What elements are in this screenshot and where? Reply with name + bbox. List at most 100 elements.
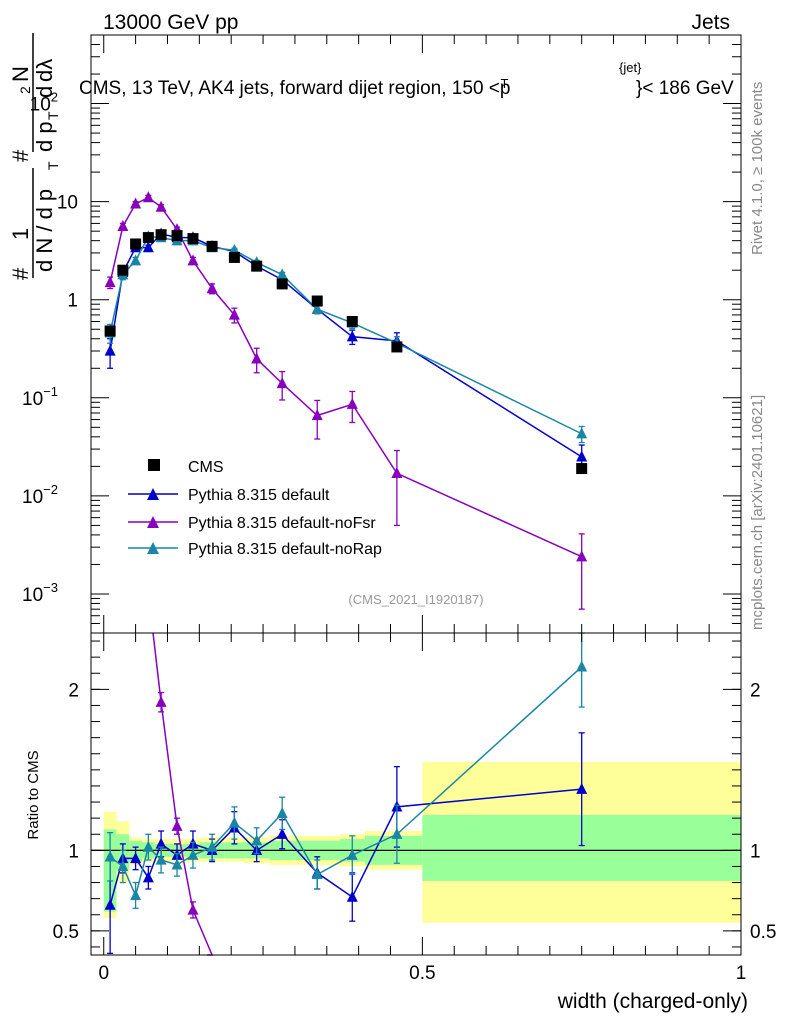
ratio-point [155, 853, 167, 865]
cms-data-point [391, 341, 403, 353]
cms-data-point [187, 233, 199, 245]
series-point [130, 197, 142, 209]
series-point [276, 377, 288, 389]
ratio-ytick-label: 1 [68, 841, 79, 862]
legend-label-default: Pythia 8.315 default [188, 487, 330, 504]
ratio-ytick-label: 0.5 [53, 922, 79, 943]
series-point [130, 254, 142, 266]
cms-data-point [228, 251, 240, 263]
legend-marker-default [147, 488, 159, 500]
main-ytick-label: 10−1 [22, 384, 58, 410]
legend-label-norap: Pythia 8.315 default-noRap [188, 541, 382, 558]
series-point [142, 241, 154, 253]
mcplots-label: mcplots.cern.ch [arXiv:2401.10621] [749, 395, 766, 630]
cms-data-point [206, 240, 218, 252]
ratio-panel: 0.5 0.51 12 20 0.5 1 Ratio to CMS width (char… [25, 632, 776, 1013]
series-point [142, 191, 154, 203]
cms-data-point [576, 463, 588, 475]
legend-marker-cms [148, 459, 160, 471]
ratio-point [346, 890, 358, 902]
main-ytick-label: 10−2 [22, 482, 58, 508]
ratio-xtick-label: 1 [736, 963, 747, 984]
cms-data-point [251, 260, 263, 272]
svg-text:N: N [8, 66, 33, 82]
x-axis-label: width (charged-only) [557, 990, 748, 1013]
legend-label-nofsr: Pythia 8.315 default-noFsr [188, 515, 376, 532]
series-point [576, 550, 588, 562]
ratio-point [187, 903, 199, 915]
main-ytick-label: 102 [30, 90, 58, 116]
series-point [346, 330, 358, 342]
ratio-xtick-label: 0 [98, 963, 109, 984]
svg-text:d N / d p: d N / d p [32, 189, 57, 272]
ratio-point [576, 782, 588, 794]
series-point [155, 200, 167, 212]
cms-data-point [276, 278, 288, 290]
ratio-axis-ticks: 0.5 0.51 12 20 0.5 1 [53, 633, 776, 984]
series-point [251, 352, 263, 364]
ratio-ytick-label: 2 [68, 680, 79, 701]
main-title: CMS, 13 TeV, AK4 jets, forward dijet reg… [79, 60, 734, 99]
ratio-point [391, 827, 403, 839]
ratio-point [117, 860, 129, 872]
series-point [276, 268, 288, 280]
ratio-point [171, 819, 183, 831]
series-point [311, 302, 323, 314]
ratio-point [276, 827, 288, 839]
ratio-ytick-label-right: 1 [750, 841, 761, 862]
ratio-point [206, 840, 218, 852]
series-point [187, 254, 199, 266]
main-ytick-label: 10 [57, 193, 78, 214]
ratio-point [187, 848, 199, 860]
ratio-point [104, 850, 116, 862]
ratio-point [228, 816, 240, 828]
ratio-point [346, 848, 358, 860]
analysis-watermark: (CMS_2021_I1920187) [348, 592, 483, 607]
svg-text:T: T [45, 111, 61, 120]
series-point [311, 409, 323, 421]
cms-data-point [155, 229, 167, 241]
ratio-ylabel: Ratio to CMS [25, 750, 42, 839]
cms-data-point [130, 238, 142, 250]
legend: CMS Pythia 8.315 default Pythia 8.315 de… [128, 459, 382, 558]
svg-text:d: d [32, 86, 57, 98]
main-plot-area [104, 191, 588, 610]
series-point [104, 276, 116, 288]
legend-label-cms: CMS [188, 459, 224, 476]
ratio-point [155, 695, 167, 707]
svg-text:dλ: dλ [32, 59, 57, 82]
ratio-point [311, 868, 323, 880]
series-line [109, 235, 583, 435]
rivet-label: Rivet 4.1.0, ≥ 100k events [749, 82, 766, 255]
svg-text:d p: d p [32, 121, 57, 152]
legend-marker-norap [147, 542, 159, 554]
main-axis-ticks: 10−3 10−2 10−1 1 10 102 [22, 34, 742, 634]
series-point [228, 308, 240, 320]
ratio-point [276, 806, 288, 818]
series-point [117, 220, 129, 232]
legend-marker-nofsr [147, 516, 159, 528]
series-point [576, 427, 588, 439]
ratio-point [130, 852, 142, 864]
series-point [206, 282, 218, 294]
ratio-point [142, 871, 154, 883]
svg-text:T: T [45, 161, 61, 170]
main-ytick-label: 10−3 [22, 580, 58, 606]
cms-data-point [142, 232, 154, 244]
series-point [346, 397, 358, 409]
ratio-point [576, 660, 588, 672]
ratio-ytick-label-right: 0.5 [750, 922, 776, 943]
ratio-point [142, 840, 154, 852]
svg-text:2: 2 [17, 86, 33, 94]
ratio-xtick-label: 0.5 [409, 963, 435, 984]
ratio-point [104, 898, 116, 910]
cms-data-point [104, 325, 116, 337]
ratio-point [155, 837, 167, 849]
header-right: Jets [691, 11, 730, 34]
series-point [576, 450, 588, 462]
ratio-point [130, 889, 142, 901]
cms-data-point [117, 264, 129, 276]
svg-text:#: # [8, 267, 33, 280]
main-ytick-label: 1 [67, 291, 78, 312]
